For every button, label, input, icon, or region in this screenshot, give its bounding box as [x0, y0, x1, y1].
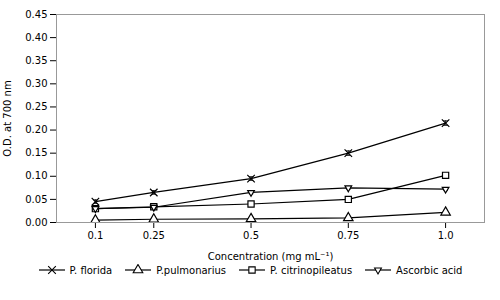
svg-text:0.75: 0.75: [337, 230, 359, 241]
svg-text:0.35: 0.35: [25, 55, 47, 66]
svg-text:0.10: 0.10: [25, 170, 47, 181]
svg-text:0.25: 0.25: [25, 101, 47, 112]
svg-text:O.D. at 700 nm: O.D. at 700 nm: [2, 80, 13, 156]
svg-text:0.5: 0.5: [243, 230, 259, 241]
html-text:P. citrinopileatus: P. citrinopileatus: [270, 264, 353, 276]
svg-text:0.30: 0.30: [25, 78, 47, 89]
svg-text:Concentration (mg mL⁻¹): Concentration (mg mL⁻¹): [208, 251, 334, 262]
svg-text:1.0: 1.0: [438, 230, 454, 241]
svg-text:0.05: 0.05: [25, 194, 47, 205]
html-text:P. florida: P. florida: [69, 264, 113, 276]
svg-text:0.1: 0.1: [87, 230, 103, 241]
svg-text:0.45: 0.45: [25, 9, 47, 20]
svg-text:0.15: 0.15: [25, 147, 47, 158]
html-text:Ascorbic acid: Ascorbic acid: [396, 264, 463, 276]
html-text:P.pulmonarius: P.pulmonarius: [156, 264, 227, 276]
svg-text:0.40: 0.40: [25, 32, 47, 43]
svg-text:0.25: 0.25: [143, 230, 165, 241]
svg-text:0.00: 0.00: [25, 217, 47, 228]
svg-text:0.20: 0.20: [25, 124, 47, 135]
